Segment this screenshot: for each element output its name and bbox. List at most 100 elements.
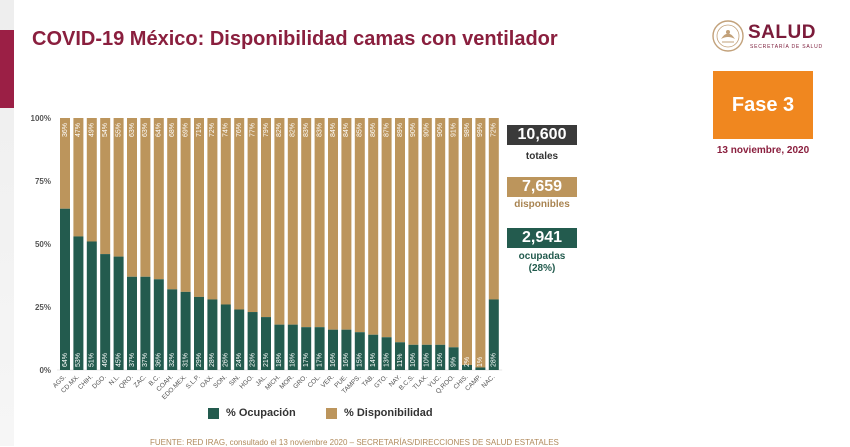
data-label-occupied: 18% (276, 353, 283, 367)
phase-badge: Fase 3 (713, 71, 813, 139)
bar-occupied (86, 241, 97, 370)
bar-available (100, 118, 111, 255)
data-label-available: 54% (102, 123, 109, 137)
page-title: COVID-19 México: Disponibilidad camas co… (32, 28, 558, 50)
bar-occupied (328, 329, 338, 370)
bar-available (435, 118, 446, 345)
data-label-available: 84% (330, 123, 337, 137)
data-label-occupied: 53% (75, 353, 82, 367)
data-label-occupied: 31% (182, 353, 189, 367)
bar-occupied (287, 324, 298, 370)
report-date: 13 noviembre, 2020 (716, 145, 810, 156)
data-label-occupied: 23% (249, 353, 256, 367)
data-label-available: 91% (450, 123, 457, 137)
bar-occupied (448, 347, 459, 370)
bar-available (314, 118, 325, 328)
total-beds-value: 10,600 (507, 125, 577, 145)
bar-available (301, 118, 312, 328)
data-label-occupied: 37% (129, 353, 136, 367)
bar-occupied (113, 256, 124, 370)
data-label-available: 71% (196, 123, 203, 137)
bar-occupied (408, 344, 419, 370)
data-label-available: 83% (316, 123, 323, 137)
data-label-occupied: 26% (223, 353, 230, 367)
data-label-occupied: 36% (156, 353, 163, 367)
data-label-occupied: 10% (437, 353, 444, 367)
bar-available (113, 118, 124, 257)
x-category-label: NAC. (480, 374, 496, 390)
data-label-occupied: 9% (450, 357, 457, 367)
bar-occupied (475, 367, 486, 370)
data-label-occupied: 17% (303, 353, 310, 367)
eagle-seal-icon (712, 20, 744, 52)
legend-item-available: % Disponibilidad (326, 407, 433, 419)
data-label-available: 69% (182, 123, 189, 137)
data-label-available: 90% (410, 123, 417, 137)
data-label-occupied: 21% (263, 353, 270, 367)
data-label-occupied: 64% (62, 353, 69, 367)
data-label-occupied: 17% (316, 353, 323, 367)
legend-swatch-occupied (208, 407, 219, 419)
y-tick-label: 0% (39, 366, 51, 375)
bar-available (395, 118, 405, 343)
bar-available (86, 118, 97, 242)
bar-available (60, 118, 70, 209)
salud-logo: SALUD SECRETARÍA DE SALUD (712, 20, 822, 54)
data-label-occupied: 18% (290, 353, 297, 367)
bar-occupied (301, 327, 312, 370)
bar-available (475, 118, 486, 368)
x-category-label: CHIH. (77, 374, 95, 392)
legend-label-occupied: % Ocupación (226, 407, 296, 419)
bar-occupied (274, 324, 285, 370)
bar-available (207, 118, 218, 300)
bar-available (381, 118, 392, 338)
x-category-label: S.L.P. (185, 374, 202, 391)
source-footnote: FUENTE: RED IRAG, consultado el 13 novie… (150, 438, 559, 447)
available-beds-value: 7,659 (507, 177, 577, 197)
x-category-label: SON. (212, 374, 228, 390)
bar-occupied (180, 291, 191, 370)
bar-occupied (140, 276, 151, 370)
bar-available (287, 118, 298, 325)
data-label-available: 87% (383, 123, 390, 137)
bar-occupied (488, 299, 499, 370)
left-decorative-band (0, 0, 14, 446)
x-category-label: GTO. (373, 374, 389, 390)
data-label-available: 72% (209, 123, 216, 137)
data-label-available: 63% (142, 123, 149, 137)
y-tick-label: 25% (35, 303, 51, 312)
data-label-available: 55% (115, 123, 122, 137)
x-category-label: HGO. (239, 374, 256, 391)
data-label-available: 84% (343, 123, 350, 137)
bar-available (328, 118, 338, 330)
bar-available (274, 118, 285, 325)
x-category-label: ZAC. (133, 374, 149, 390)
logo-subtitle: SECRETARÍA DE SALUD (750, 44, 823, 50)
bar-available (448, 118, 459, 348)
x-category-label: MICH. (264, 374, 282, 392)
bar-occupied (261, 317, 271, 370)
data-label-available: 79% (263, 123, 270, 137)
data-label-occupied: 11% (397, 354, 404, 368)
bar-occupied (127, 276, 137, 370)
bar-occupied (421, 344, 432, 370)
bar-occupied (153, 279, 164, 370)
bar-occupied (207, 299, 218, 370)
data-label-occupied: 10% (424, 353, 431, 367)
bar-occupied (435, 344, 446, 370)
x-category-label: COL. (307, 374, 323, 390)
data-label-available: 64% (156, 123, 163, 137)
bar-available (408, 118, 419, 345)
x-category-label: MOR. (278, 374, 295, 391)
x-category-label: DGO. (91, 374, 108, 391)
data-label-occupied: 28% (491, 353, 498, 367)
y-tick-label: 75% (35, 177, 51, 186)
bar-available (73, 118, 84, 237)
bar-available (247, 118, 258, 313)
data-label-available: 98% (464, 123, 471, 137)
bar-available (194, 118, 204, 297)
bar-available (180, 118, 191, 292)
bar-occupied (381, 337, 392, 370)
bar-available (354, 118, 365, 333)
data-label-available: 47% (75, 123, 82, 137)
